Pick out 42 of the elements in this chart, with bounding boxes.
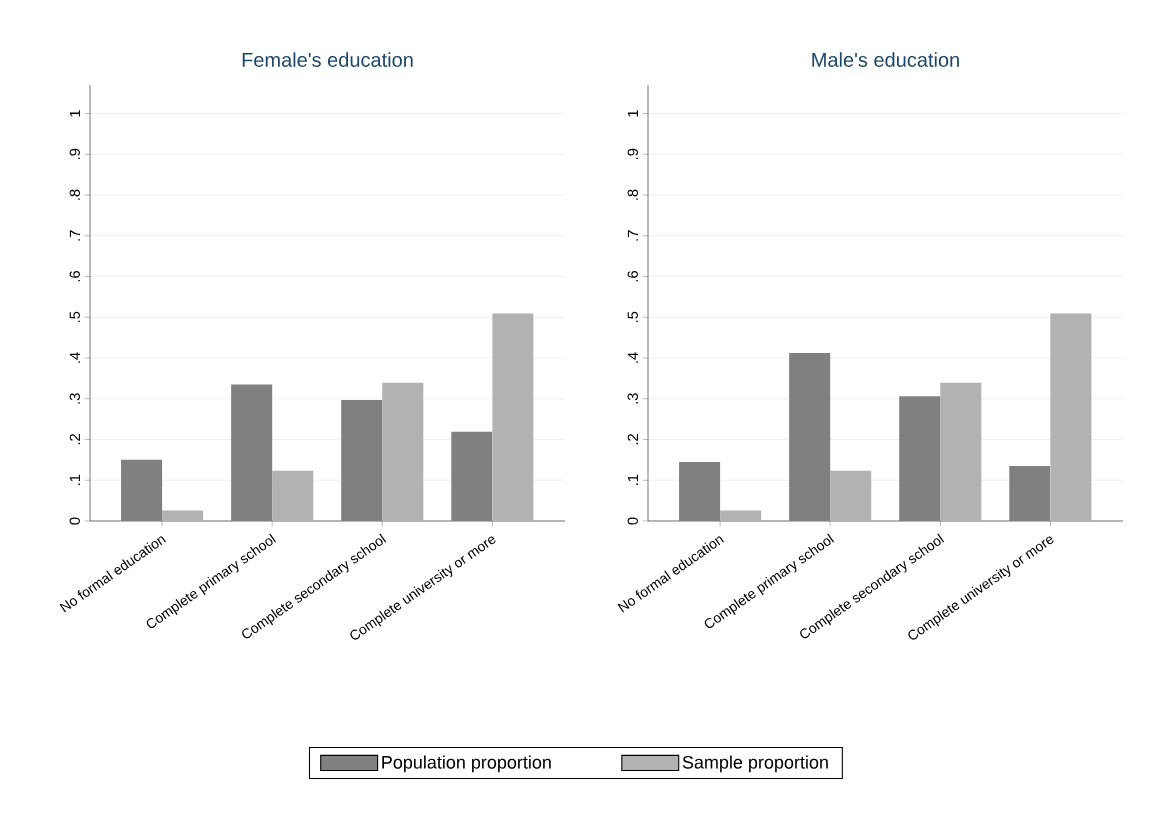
bar [830,470,872,521]
y-tick-label: .4 [69,352,80,363]
y-tick-label: 1 [69,110,80,117]
legend-label: Population proportion [382,755,551,773]
bar [121,459,163,521]
y-tick-label: .5 [627,311,638,323]
bar [1009,465,1051,521]
y-tick-label: .3 [627,393,638,404]
bar [720,510,762,521]
bar [940,382,982,521]
y-tick-label: .9 [627,148,638,160]
y-tick-label: .7 [627,230,638,241]
y-tick-label: .8 [627,189,638,200]
y-tick-label: 0 [627,517,638,525]
bar [272,470,314,521]
bar [492,313,534,521]
bar [382,382,424,521]
y-tick-label: 1 [627,110,638,117]
y-tick-label: .9 [69,148,80,160]
y-tick-label: .1 [627,474,638,486]
y-tick-label: .2 [69,434,80,445]
bar [341,399,383,521]
bar [451,431,493,521]
chart-title: Female's education [242,52,413,67]
y-tick-label: .8 [69,189,80,200]
y-tick-label: .5 [69,311,80,323]
y-tick-label: .1 [69,474,80,486]
chart-title: Male's education [812,52,959,67]
y-tick-label: .3 [69,393,80,404]
y-tick-label: .6 [69,271,80,282]
bar [679,461,721,521]
bar [162,510,204,521]
y-tick-label: 0 [69,517,80,525]
legend-label: Sample proportion [682,755,828,773]
y-tick-label: .4 [627,352,638,363]
bar [231,384,273,521]
y-tick-label: .6 [627,271,638,282]
bar [899,396,941,521]
y-tick-label: .7 [69,230,80,241]
y-tick-label: .2 [627,434,638,445]
bar [1050,313,1092,521]
bar [789,353,831,521]
